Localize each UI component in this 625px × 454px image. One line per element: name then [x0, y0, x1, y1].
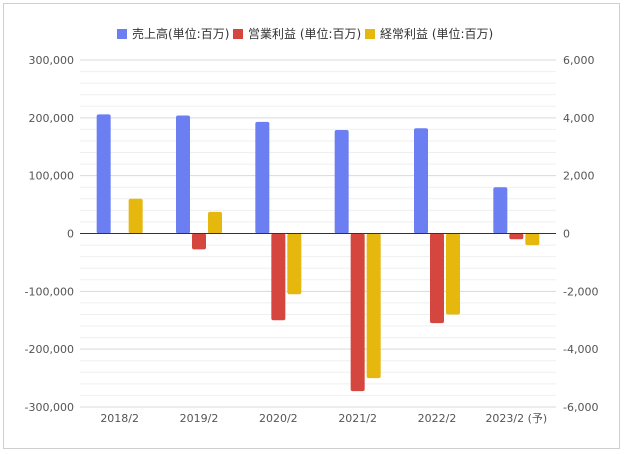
- bar-3-1: [128, 198, 143, 234]
- right-tick-label: -2,000: [563, 285, 598, 298]
- legend: 売上高(単位:百万) 営業利益 (単位:百万) 経常利益 (単位:百万): [117, 26, 493, 41]
- bar-3-5: [446, 233, 460, 315]
- left-axis-ticks: 300,000 200,000 100,000 0 -100,000 -200,000 -3…: [25, 54, 74, 414]
- bars: [96, 114, 540, 392]
- right-tick-label: -6,000: [563, 401, 598, 414]
- legend-swatch: [117, 29, 127, 39]
- legend-swatch: [233, 29, 243, 39]
- bar-1-6: [493, 187, 508, 234]
- bar-1-2: [176, 115, 190, 234]
- left-tick-label: -200,000: [25, 343, 74, 356]
- right-tick-label: 6,000: [563, 54, 595, 67]
- right-tick-label: 4,000: [563, 112, 595, 125]
- bar-2-4: [350, 233, 365, 392]
- right-tick-label: 2,000: [563, 170, 595, 183]
- category-label: 2020/2: [259, 412, 298, 425]
- bar-1-5: [414, 128, 428, 234]
- left-tick-label: -300,000: [25, 401, 74, 414]
- category-labels: 2018/2 2019/2 2020/2 2021/2 2022/2 2023/2 (予): [100, 412, 547, 425]
- bar-2-3: [271, 233, 286, 321]
- right-axis-ticks: 6,000 4,000 2,000 0 -2,000 -4,000 -6,000: [563, 54, 598, 414]
- bar-3-6: [525, 233, 540, 246]
- left-tick-label: -100,000: [25, 285, 74, 298]
- bar-1-4: [334, 129, 349, 234]
- legend-label: 営業利益 (単位:百万): [248, 26, 361, 41]
- bar-2-2: [192, 233, 206, 250]
- bar-1-1: [96, 114, 111, 234]
- bar-2-5: [430, 233, 444, 324]
- bar-2-6: [509, 233, 524, 240]
- legend-label: 売上高(単位:百万): [132, 26, 229, 41]
- category-label: 2021/2: [338, 412, 377, 425]
- bar-3-4: [366, 233, 381, 379]
- bar-3-3: [287, 233, 302, 295]
- left-tick-label: 200,000: [29, 112, 75, 125]
- left-tick-label: 0: [67, 228, 74, 241]
- legend-swatch: [365, 29, 375, 39]
- left-tick-label: 100,000: [29, 170, 75, 183]
- category-label: 2018/2: [100, 412, 139, 425]
- bar-1-3: [255, 121, 270, 234]
- left-tick-label: 300,000: [29, 54, 75, 67]
- category-label: 2019/2: [180, 412, 219, 425]
- gridlines: [80, 59, 556, 408]
- category-label: 2023/2 (予): [485, 412, 547, 425]
- bar-3-2: [208, 211, 222, 234]
- legend-label: 経常利益 (単位:百万): [380, 26, 493, 41]
- right-tick-label: -4,000: [563, 343, 598, 356]
- category-label: 2022/2: [418, 412, 457, 425]
- right-tick-label: 0: [563, 228, 570, 241]
